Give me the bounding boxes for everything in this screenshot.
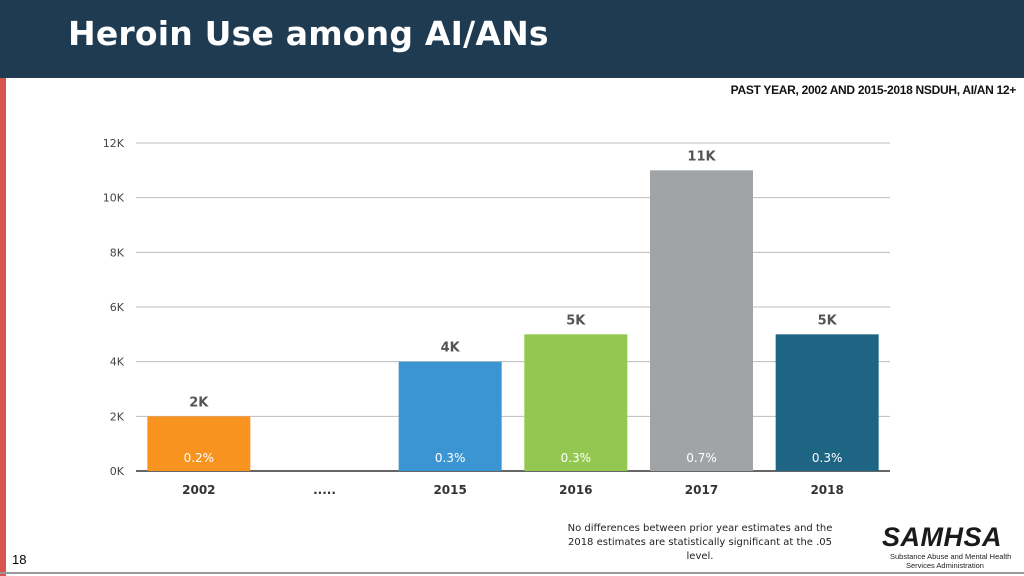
bar-value-label: 5K [818,313,838,328]
y-tick-label: 12K [103,137,125,150]
y-tick-label: 0K [110,465,125,478]
y-tick-label: 6K [110,301,125,314]
x-tick-label: 2016 [559,483,592,497]
logo-wordmark: SAMHSA [882,522,1003,552]
x-tick-label: ..... [313,483,336,497]
bar [398,361,502,471]
samhsa-logo: SAMHSA Substance Abuse and Mental Health… [880,522,1020,572]
x-tick-label: 2015 [433,483,466,497]
title-bar: Heroin Use among AI/ANs [0,0,1024,78]
y-tick-label: 10K [103,192,125,205]
logo-tagline-1: Substance Abuse and Mental Health [890,552,1012,561]
y-tick-label: 2K [110,410,125,423]
y-tick-label: 4K [110,356,125,369]
bar-value-label: 11K [687,149,716,164]
x-tick-label: 2002 [182,483,215,497]
bar-percent-label: 0.3% [812,451,843,465]
bar-percent-label: 0.3% [561,451,592,465]
bar [147,416,251,471]
bar [775,334,879,471]
bottom-rule [0,572,1024,574]
y-tick-label: 8K [110,246,125,259]
bar-value-label: 4K [441,341,461,356]
x-tick-label: 2018 [810,483,843,497]
slide-title: Heroin Use among AI/ANs [68,14,549,53]
page-number: 18 [12,552,27,567]
significance-note: No differences between prior year estima… [567,523,833,562]
bar-percent-label: 0.2% [184,451,215,465]
x-tick-label: 2017 [685,483,718,497]
bar-percent-label: 0.3% [435,451,466,465]
bar-percent-label: 0.7% [686,451,717,465]
bar [524,334,628,471]
left-accent-stripe [0,0,6,576]
bar-value-label: 5K [566,313,586,328]
logo-tagline-2: Services Administration [906,561,984,570]
bar [650,170,753,472]
slide-subtitle: PAST YEAR, 2002 AND 2015-2018 NSDUH, AI/… [730,83,1017,97]
bar-value-label: 2K [189,395,209,410]
